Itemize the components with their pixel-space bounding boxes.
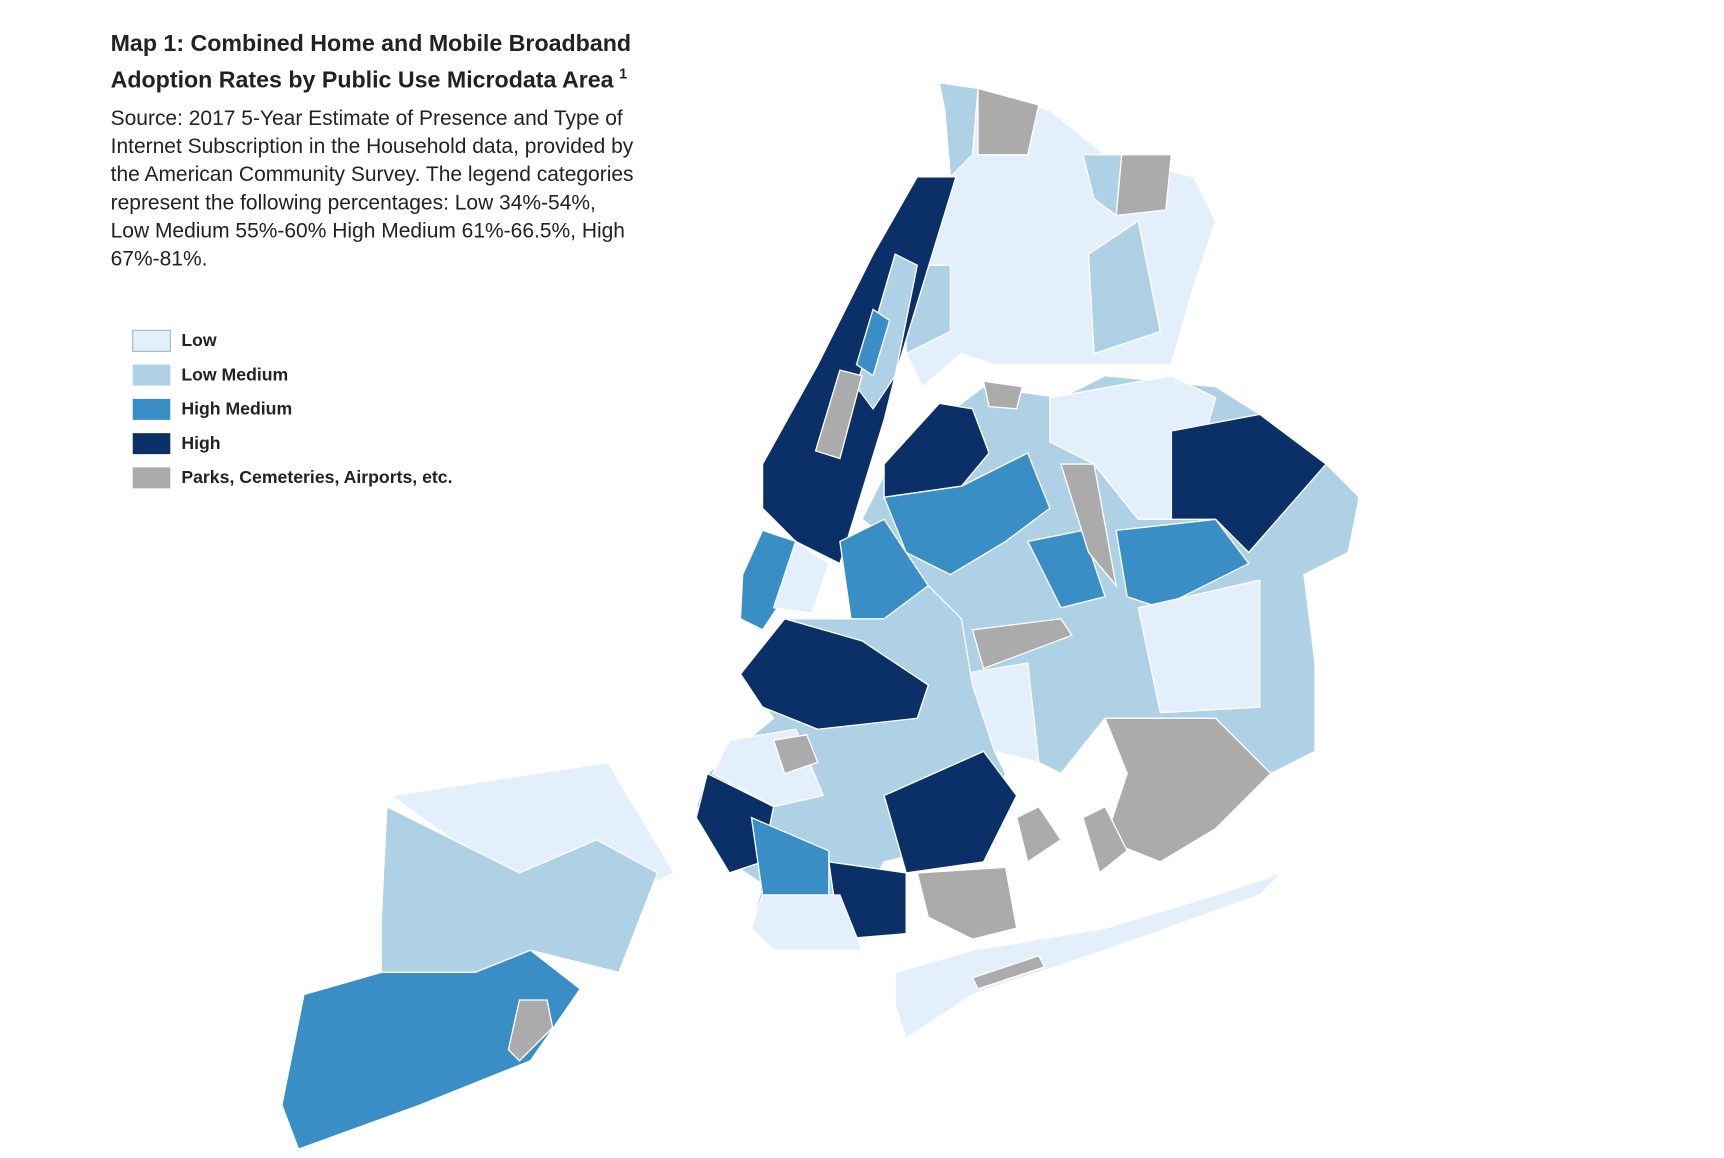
region (977, 87, 1040, 156)
region (1137, 579, 1261, 714)
source: Source: 2017 5-Year Estimate of Presence… (111, 107, 634, 271)
region (883, 452, 1051, 576)
legend-swatch (132, 433, 171, 455)
legend-label: High Medium (181, 399, 292, 419)
title-line: Map 1: Combined Home and Mobile Broadban… (111, 30, 631, 56)
legend-swatch (132, 364, 171, 386)
map (281, 82, 1360, 1151)
title-note: 1 (619, 66, 627, 82)
region (750, 894, 863, 951)
legend-swatch (132, 329, 171, 352)
region (1115, 518, 1250, 609)
region (971, 954, 1046, 990)
region (1026, 529, 1106, 609)
region (1059, 463, 1118, 588)
region (281, 949, 582, 1151)
source-line: Low Medium 55%-60% High Medium 61%-66.5%… (111, 220, 625, 243)
source-line: 67%-81%. (111, 248, 208, 271)
region (855, 308, 891, 377)
region (883, 750, 1018, 874)
region (1170, 413, 1328, 554)
region (916, 866, 1018, 940)
legend-swatch (132, 398, 171, 420)
legend-label: Low (181, 330, 217, 350)
source-line: Source: 2017 5-Year Estimate of Presence… (111, 107, 623, 130)
source-line: the American Community Survey. The legen… (111, 163, 634, 186)
region (739, 618, 930, 730)
region (839, 518, 930, 620)
region (772, 540, 830, 614)
header: Map 1: Combined Home and Mobile Broadban… (111, 30, 634, 271)
source-line: Internet Subscription in the Household d… (111, 135, 634, 158)
source-line: represent the following percentages: Low… (111, 191, 596, 214)
region (1087, 219, 1162, 355)
region (380, 805, 659, 974)
region (1082, 805, 1129, 875)
title-text: Adoption Rates by Public Use Microdata A… (111, 66, 615, 92)
title-line: Adoption Rates by Public Use Microdata A… (111, 66, 627, 92)
region (894, 872, 1283, 1040)
region (1115, 154, 1173, 217)
legend-label: Low Medium (181, 364, 288, 384)
region (772, 734, 819, 775)
region (982, 380, 1024, 410)
region (1082, 154, 1123, 217)
region (507, 999, 554, 1062)
legend-label: High (181, 433, 220, 453)
region (814, 369, 863, 460)
legend: Low Low Medium High Medium High Parks, Cemet… (132, 329, 453, 489)
region (971, 618, 1073, 670)
legend-swatch (132, 467, 171, 489)
region (938, 82, 979, 179)
region (1104, 717, 1272, 863)
region (1015, 805, 1062, 863)
legend-label: Parks, Cemeteries, Airports, etc. (181, 467, 452, 487)
